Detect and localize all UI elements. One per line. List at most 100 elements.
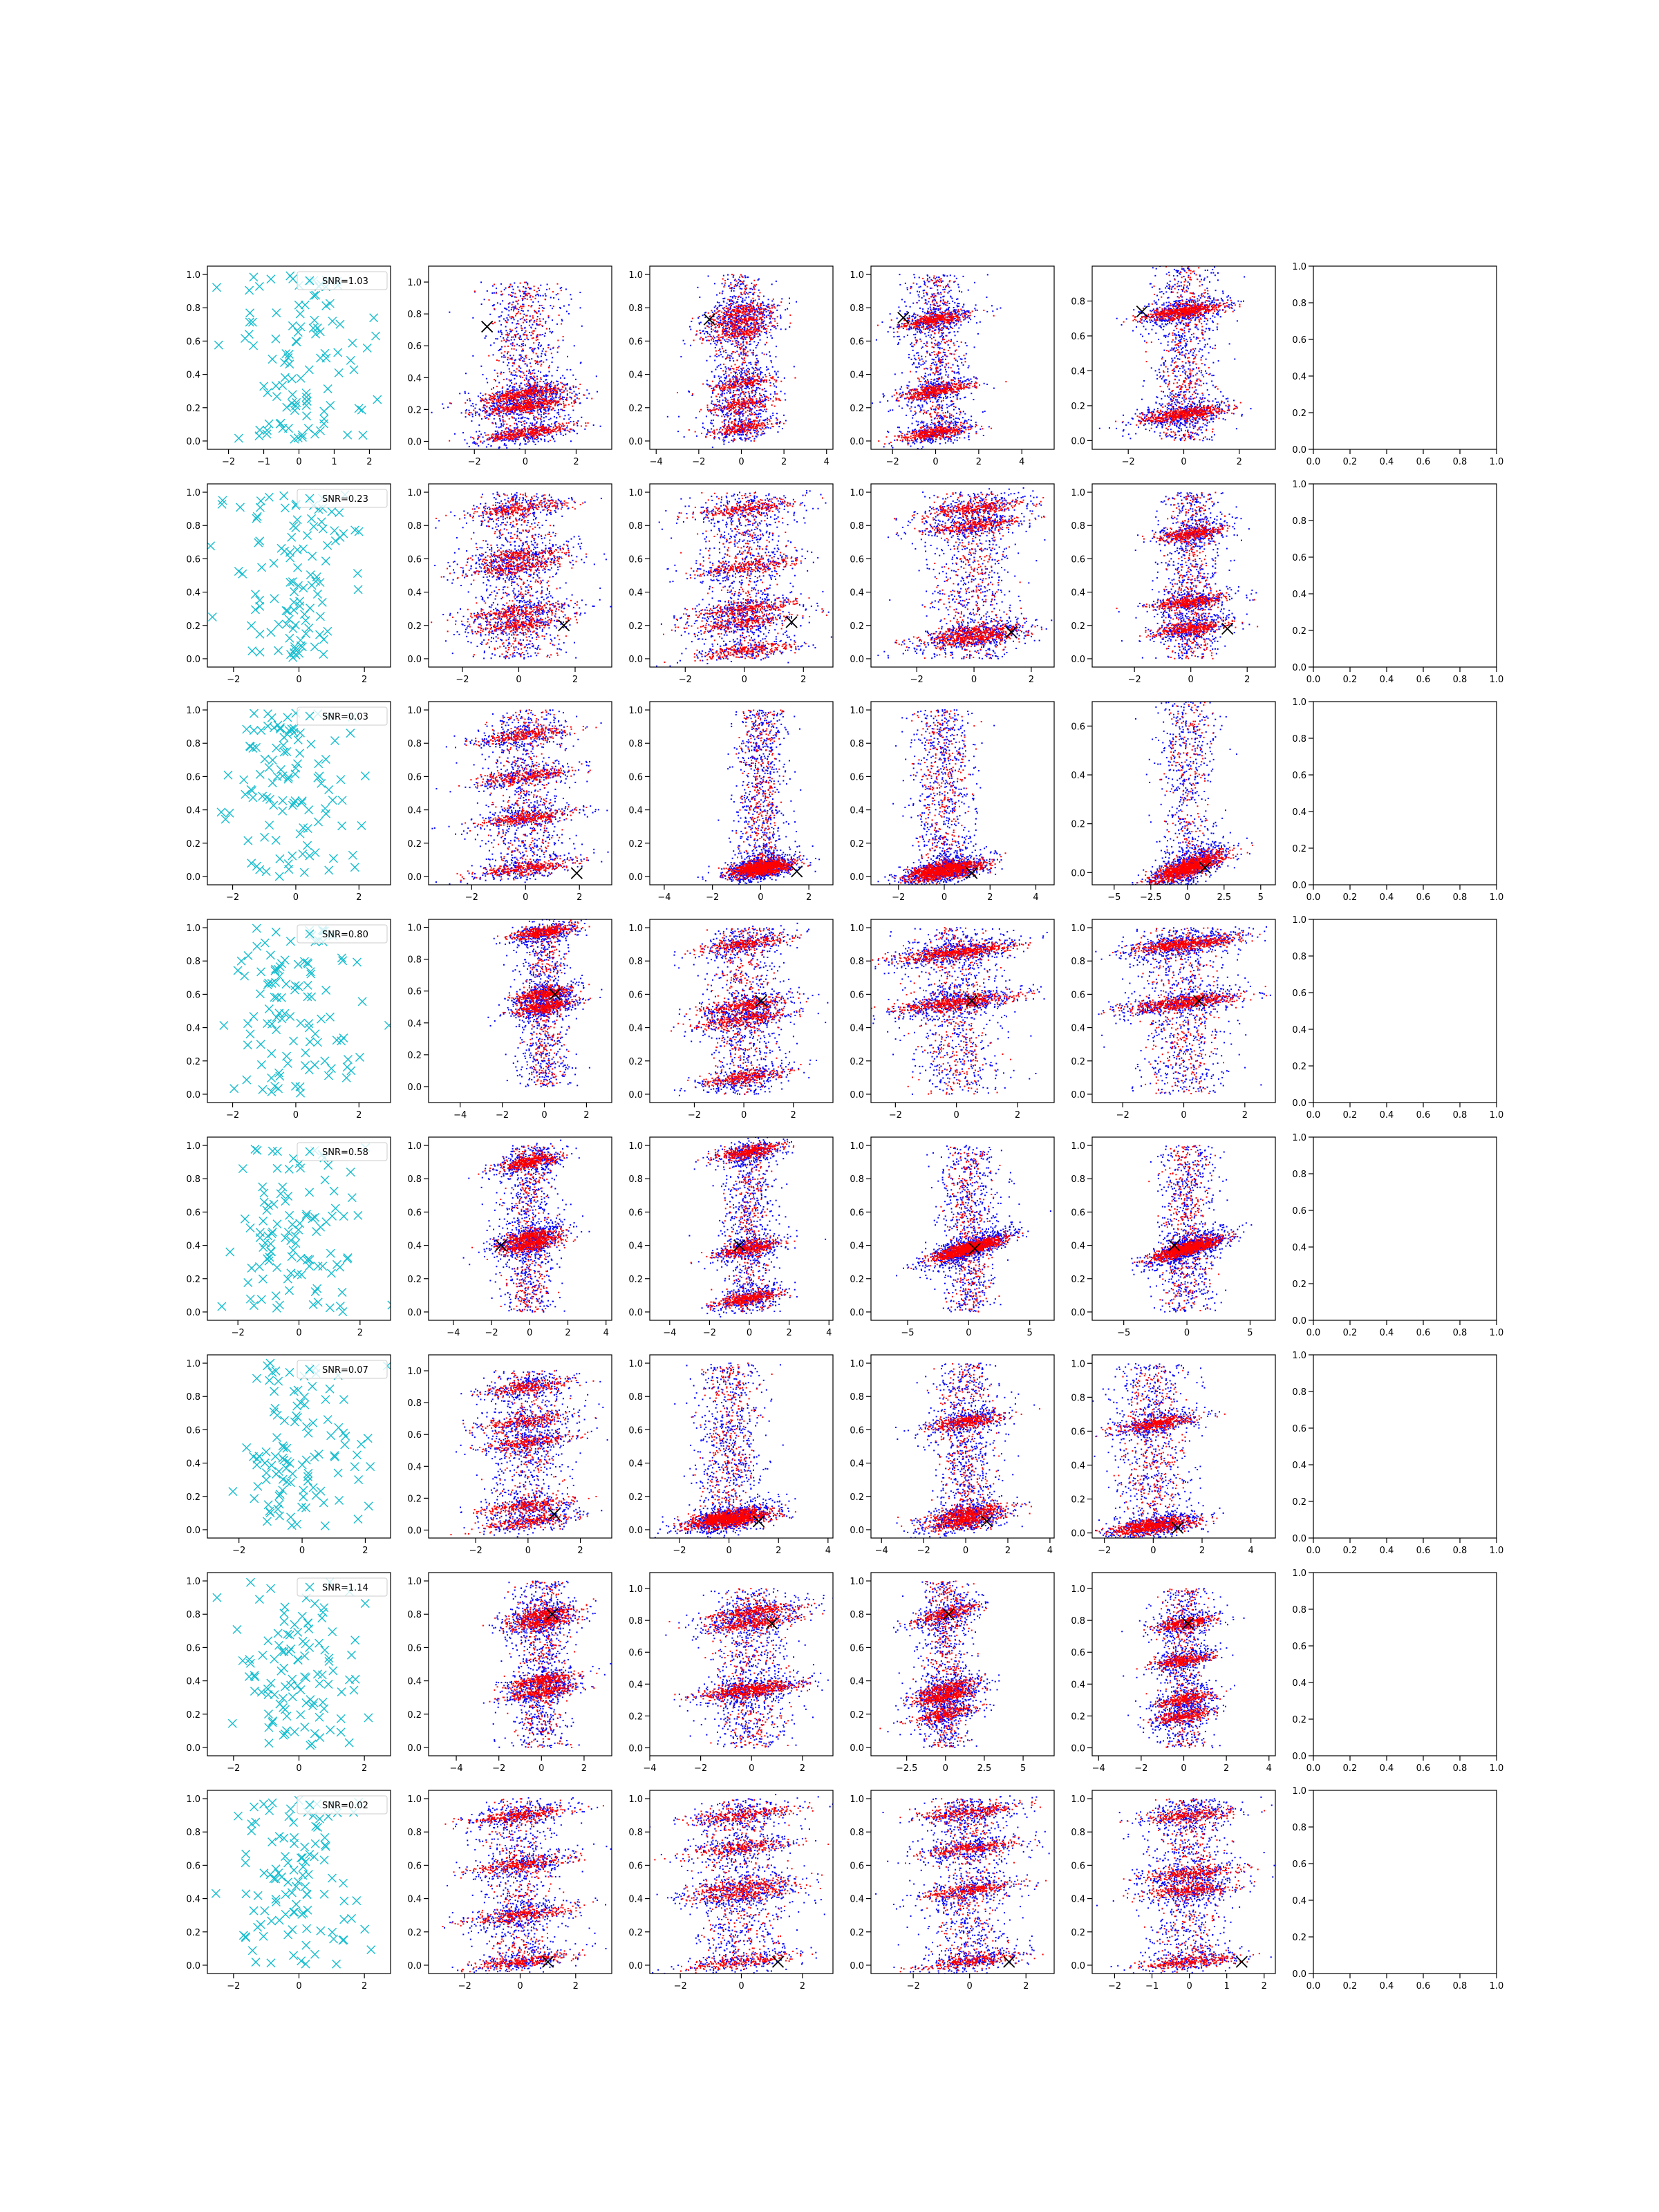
red-point (520, 435, 521, 436)
red-point (762, 311, 764, 312)
blue-point (521, 325, 522, 326)
blue-point (735, 284, 736, 285)
blue-point (557, 405, 559, 406)
blue-point (740, 353, 742, 355)
blue-point (543, 295, 544, 297)
blue-point (527, 418, 528, 419)
blue-point (738, 304, 740, 306)
red-point (551, 386, 552, 387)
red-point (554, 401, 556, 402)
red-point (519, 404, 521, 406)
blue-point (521, 344, 523, 345)
blue-point (519, 355, 521, 356)
blue-point (783, 415, 785, 416)
blue-point (762, 353, 763, 354)
sample-point (324, 384, 332, 393)
blue-point (692, 395, 693, 396)
blue-point (724, 330, 725, 332)
red-point (494, 438, 496, 439)
red-point (536, 394, 537, 395)
red-point (753, 328, 755, 330)
red-point (716, 353, 718, 355)
red-point (768, 306, 769, 307)
blue-point (730, 418, 731, 419)
red-point (554, 424, 556, 425)
blue-point (739, 373, 740, 374)
blue-point (727, 279, 729, 280)
blue-point (688, 391, 689, 392)
red-point (558, 423, 559, 424)
red-point (530, 400, 532, 402)
blue-point (729, 355, 731, 357)
blue-point (514, 339, 515, 340)
red-point (711, 339, 712, 341)
red-point (738, 335, 740, 337)
red-point (528, 287, 529, 288)
red-point (735, 340, 736, 341)
red-point (506, 403, 507, 404)
blue-point (537, 386, 538, 387)
blue-point (736, 350, 738, 352)
blue-point (760, 434, 762, 435)
blue-point (760, 371, 762, 373)
red-point (538, 288, 539, 289)
red-point (534, 427, 536, 428)
blue-point (724, 284, 725, 285)
blue-point (545, 413, 547, 414)
blue-point (525, 298, 526, 299)
red-point (504, 433, 505, 435)
blue-point (565, 429, 566, 430)
blue-point (773, 383, 774, 384)
sample-point (355, 404, 363, 413)
blue-point (580, 362, 581, 363)
red-point (536, 312, 538, 314)
red-point (539, 433, 541, 434)
red-point (528, 429, 529, 430)
red-point (741, 369, 742, 371)
red-point (509, 391, 510, 393)
blue-point (776, 281, 777, 282)
red-point (512, 417, 514, 418)
blue-point (556, 421, 557, 422)
red-point (759, 292, 760, 293)
red-point (530, 402, 532, 403)
red-point (523, 306, 525, 307)
blue-point (715, 355, 716, 357)
blue-point (730, 340, 731, 341)
sample-point (350, 366, 358, 374)
blue-point (738, 409, 740, 411)
red-point (524, 400, 525, 402)
red-point (543, 400, 545, 401)
red-point (524, 379, 525, 381)
blue-point (747, 386, 749, 388)
red-point (506, 424, 507, 425)
blue-point (579, 393, 580, 394)
red-point (707, 406, 709, 408)
blue-point (750, 292, 751, 293)
blue-point (511, 339, 512, 341)
sample-point (245, 330, 253, 338)
red-point (714, 433, 715, 435)
blue-point (495, 423, 496, 424)
red-point (721, 415, 722, 417)
red-point (728, 337, 729, 338)
blue-point (749, 349, 751, 350)
blue-point (501, 356, 503, 357)
red-point (534, 290, 535, 291)
red-point (506, 394, 507, 395)
red-point (502, 406, 503, 408)
blue-point (556, 381, 557, 382)
red-point (540, 377, 541, 379)
red-point (545, 409, 546, 410)
blue-point (517, 427, 518, 428)
red-point (777, 323, 778, 324)
red-point (511, 348, 512, 350)
red-point (507, 411, 509, 412)
blue-point (580, 307, 581, 308)
blue-point (459, 393, 460, 394)
red-point (760, 309, 762, 310)
blue-point (513, 404, 514, 405)
blue-point (538, 301, 539, 302)
red-point (522, 291, 523, 292)
red-point (512, 344, 514, 345)
